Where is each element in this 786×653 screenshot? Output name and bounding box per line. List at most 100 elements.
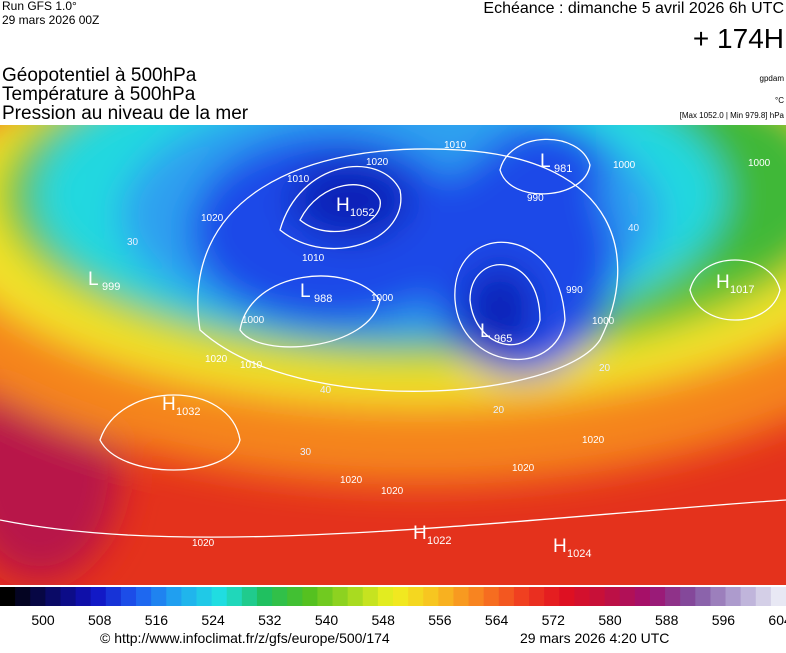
colorbar-cell (710, 587, 727, 606)
colorbar-tick-label: 588 (655, 612, 679, 628)
colorbar-cell (151, 587, 167, 606)
colorbar-cell (619, 587, 636, 606)
isobar-label: 1020 (366, 157, 389, 168)
colorbar-cell (196, 587, 213, 606)
isobar-label: 1010 (444, 140, 467, 151)
system-value: 988 (314, 293, 332, 305)
colorbar-cell (755, 587, 772, 606)
isobar-label: 1020 (512, 463, 535, 474)
colorbar-cell (513, 587, 530, 606)
colorbar-cell (408, 587, 424, 606)
colorbar-cell (574, 587, 590, 606)
colorbar-cell (423, 587, 439, 606)
system-type: H (716, 272, 730, 293)
colorbar-cell (604, 587, 621, 606)
colorbar-tick-label: 604 (768, 612, 786, 628)
isobar-label: 1010 (302, 253, 325, 264)
colorbar-cell (45, 587, 61, 606)
system-type: L (480, 321, 491, 342)
temperature-label: 30 (300, 447, 312, 458)
colorbar-tick-label: 500 (31, 612, 55, 628)
colorbar-cell (181, 587, 197, 606)
isobar-label: 1020 (205, 354, 228, 365)
colorbar-cell (559, 587, 575, 606)
colorbar-cell (0, 587, 16, 606)
valid-time: Echéance : dimanche 5 avril 2026 6h UTC (483, 0, 784, 17)
temperature-label: 20 (493, 405, 505, 416)
colorbar-cell (30, 587, 46, 606)
isobar-label: 1020 (582, 435, 605, 446)
system-value: 965 (494, 333, 512, 345)
colorbar-cell (483, 587, 500, 606)
colorbar-tick-label: 596 (712, 612, 736, 628)
colorbar-tick-label: 580 (598, 612, 622, 628)
system-type: H (553, 536, 567, 557)
colorbar-tick-label: 556 (428, 612, 452, 628)
system-value: 1024 (567, 548, 591, 560)
system-value: 1032 (176, 406, 200, 418)
colorbar-cell (544, 587, 560, 606)
colorbar-cell (287, 587, 303, 606)
colorbar-cell (241, 587, 258, 606)
system-value: 999 (102, 281, 120, 293)
colorbar-cell (453, 587, 470, 606)
colorbar-tick-label: 524 (201, 612, 225, 628)
field: Géopotentiel à 500hPa (2, 65, 197, 86)
map: 1010 1020 1010 1000 1000 990 1020 1010 1… (0, 125, 786, 585)
source: © http://www.infoclimat.fr/z/gfs/europe/… (100, 630, 390, 646)
system-type: L (540, 151, 551, 172)
system-type: H (413, 523, 427, 544)
isobar-label: 1010 (287, 174, 310, 185)
isobar-label: 990 (527, 193, 544, 204)
isobar-label: 1000 (748, 158, 771, 169)
colorbar-cell (302, 587, 318, 606)
isobar-label: 1000 (371, 293, 394, 304)
colorbar-cell (498, 587, 515, 606)
system-type: H (336, 195, 350, 216)
colorbar-cell (256, 587, 273, 606)
colorbar-cell (166, 587, 182, 606)
colorbar-cell (362, 587, 379, 606)
generated: 29 mars 2026 4:20 UTC (520, 630, 669, 646)
colorbar-cell (226, 587, 243, 606)
colorbar-cell (60, 587, 77, 606)
isobar-label: 1000 (613, 160, 636, 171)
colorbar-cell (393, 587, 409, 606)
isobar-label: 990 (566, 285, 583, 296)
colorbar-cell (695, 587, 711, 606)
isobar-label: 1010 (240, 360, 263, 371)
colorbar-cell (317, 587, 334, 606)
colorbar-cell (75, 587, 92, 606)
system-value: 1017 (730, 284, 754, 296)
colorbar-tick-label: 532 (258, 612, 282, 628)
isobar-label: 1020 (201, 213, 224, 224)
colorbar-cell (680, 587, 696, 606)
temperature-label: 40 (320, 385, 332, 396)
colorbar-tick-label: 516 (145, 612, 169, 628)
colorbar-cell (332, 587, 349, 606)
unit: [Max 1052.0 | Min 979.8] hPa (680, 111, 785, 120)
run: Run GFS 1.0° (2, 0, 77, 13)
colorbar-cell (770, 587, 786, 606)
colorbar-cell (665, 587, 681, 606)
colorbar-cell (136, 587, 152, 606)
colorbar-cell (105, 587, 122, 606)
colorbar-cell (347, 587, 364, 606)
lead-time: + 174H (693, 23, 784, 54)
unit: °C (775, 96, 784, 105)
temperature-label: 30 (127, 237, 139, 248)
colorbar-cell (725, 587, 742, 606)
run-date: 29 mars 2026 00Z (2, 13, 99, 27)
colorbar-cell (272, 587, 288, 606)
colorbar-cell (15, 587, 31, 606)
field: Pression au niveau de la mer (2, 103, 249, 124)
colorbar-tick-label: 548 (372, 612, 396, 628)
system-value: 1022 (427, 535, 451, 547)
colorbar-cell (589, 587, 606, 606)
colorbar-tick-label: 572 (542, 612, 566, 628)
isobar-label: 1020 (340, 475, 363, 486)
colorbar-cell (634, 587, 651, 606)
colorbar-cell (649, 587, 666, 606)
